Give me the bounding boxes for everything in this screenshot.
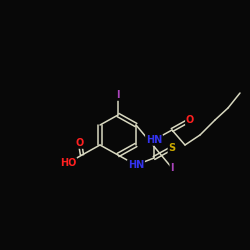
Text: HO: HO: [60, 158, 76, 168]
Text: HN: HN: [146, 135, 162, 145]
Text: S: S: [168, 143, 175, 153]
Text: O: O: [76, 138, 84, 148]
Text: I: I: [116, 90, 120, 100]
Text: O: O: [186, 115, 194, 125]
Text: I: I: [170, 163, 174, 173]
Text: HN: HN: [128, 160, 144, 170]
